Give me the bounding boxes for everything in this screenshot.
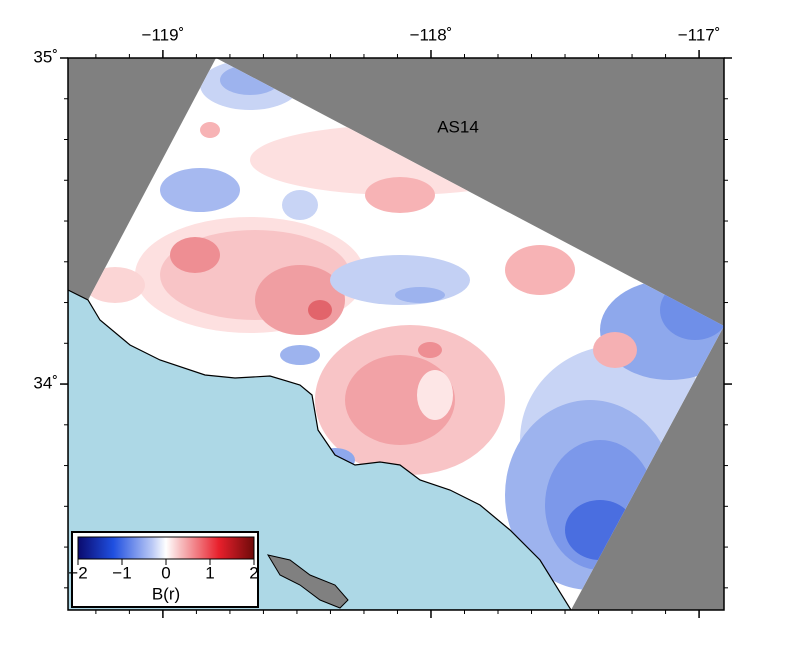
frame [67, 57, 725, 611]
x-tick-label: −119˚ [142, 25, 185, 44]
map-label: AS14 [437, 117, 479, 136]
y-tick-label: 35˚ [33, 47, 58, 66]
colorbar-tick-label: 1 [205, 563, 214, 582]
x-tick-label: −118˚ [410, 25, 453, 44]
map-area [68, 58, 724, 610]
colorbar-tick-label: 0 [161, 563, 170, 582]
colorbar-tick-label: 2 [249, 563, 258, 582]
colorbar-tick-label: −1 [112, 563, 131, 582]
x-tick-label: −117˚ [678, 25, 721, 44]
y-tick-label: 34˚ [33, 374, 58, 393]
colorbar-label: B(r) [152, 584, 180, 603]
ocean [68, 289, 572, 610]
island [266, 554, 349, 609]
colorbar-tick-label: −2 [68, 563, 87, 582]
colorbar [77, 536, 255, 560]
